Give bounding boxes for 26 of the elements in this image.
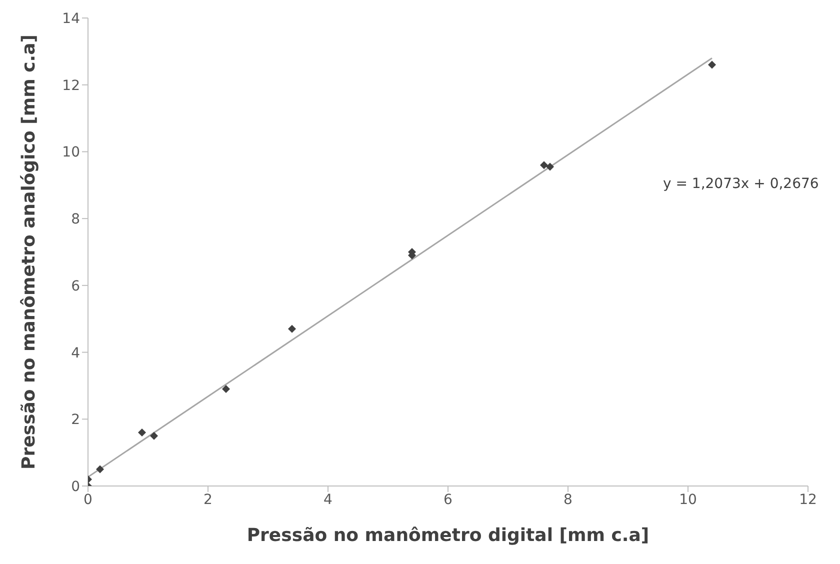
x-tick-label: 10 <box>679 492 697 508</box>
y-tick-label: 0 <box>71 478 80 495</box>
point <box>150 432 158 440</box>
x-axis-title: Pressão no manômetro digital [mm c.a] <box>246 525 650 546</box>
x-tick-label: 0 <box>84 492 92 508</box>
y-tick-label: 6 <box>71 278 80 294</box>
y-tick-label: 14 <box>62 10 80 27</box>
annotation: y = 1,2073x + 0,2676 <box>663 176 819 192</box>
point <box>288 324 296 333</box>
x-tick-label: 2 <box>204 492 212 508</box>
y-tick-label: 12 <box>62 78 80 94</box>
point <box>138 428 146 437</box>
x-tick-label: 12 <box>799 492 817 508</box>
point <box>540 161 548 170</box>
point <box>222 385 230 394</box>
x-tick-label: 6 <box>444 492 453 508</box>
x-tick-label: 8 <box>564 492 572 508</box>
y-axis-title: Pressão no manômetro analógico [mm c.a] <box>18 34 40 470</box>
point <box>708 60 716 69</box>
y-tick-label: 2 <box>71 412 80 428</box>
x-tick-label: 4 <box>324 492 333 508</box>
y-tick-label: 8 <box>71 212 80 228</box>
point <box>96 465 104 474</box>
y-tick-label: 4 <box>71 345 80 362</box>
point <box>546 162 554 171</box>
y-tick-label: 10 <box>62 144 80 161</box>
